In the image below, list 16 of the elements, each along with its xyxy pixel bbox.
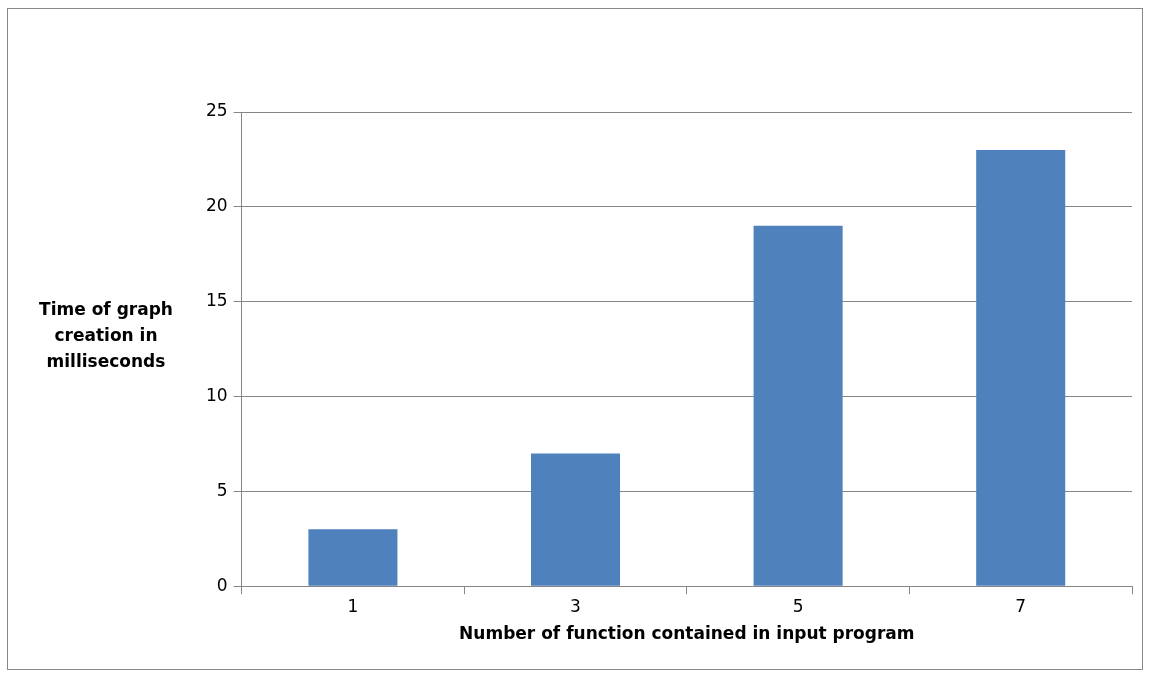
x-axis-title: Number of function contained in input program [459, 623, 915, 644]
y-tick-label: 20 [205, 195, 228, 216]
x-tick-label: 5 [792, 595, 804, 616]
y-tick-label: 10 [205, 384, 228, 405]
x-tick-label: 7 [1015, 595, 1027, 616]
x-tick-label: 3 [570, 595, 581, 616]
bar [753, 225, 843, 586]
x-tick-label: 1 [347, 595, 359, 616]
bar [531, 453, 621, 586]
bar [976, 149, 1066, 586]
y-axis-title: Time of graph creation in milliseconds [38, 298, 174, 373]
y-tick-label: 15 [205, 290, 228, 311]
y-tick-label: 0 [216, 574, 228, 595]
y-tick-label: 5 [216, 479, 228, 500]
bar [308, 529, 398, 586]
y-tick-label: 25 [205, 100, 228, 121]
